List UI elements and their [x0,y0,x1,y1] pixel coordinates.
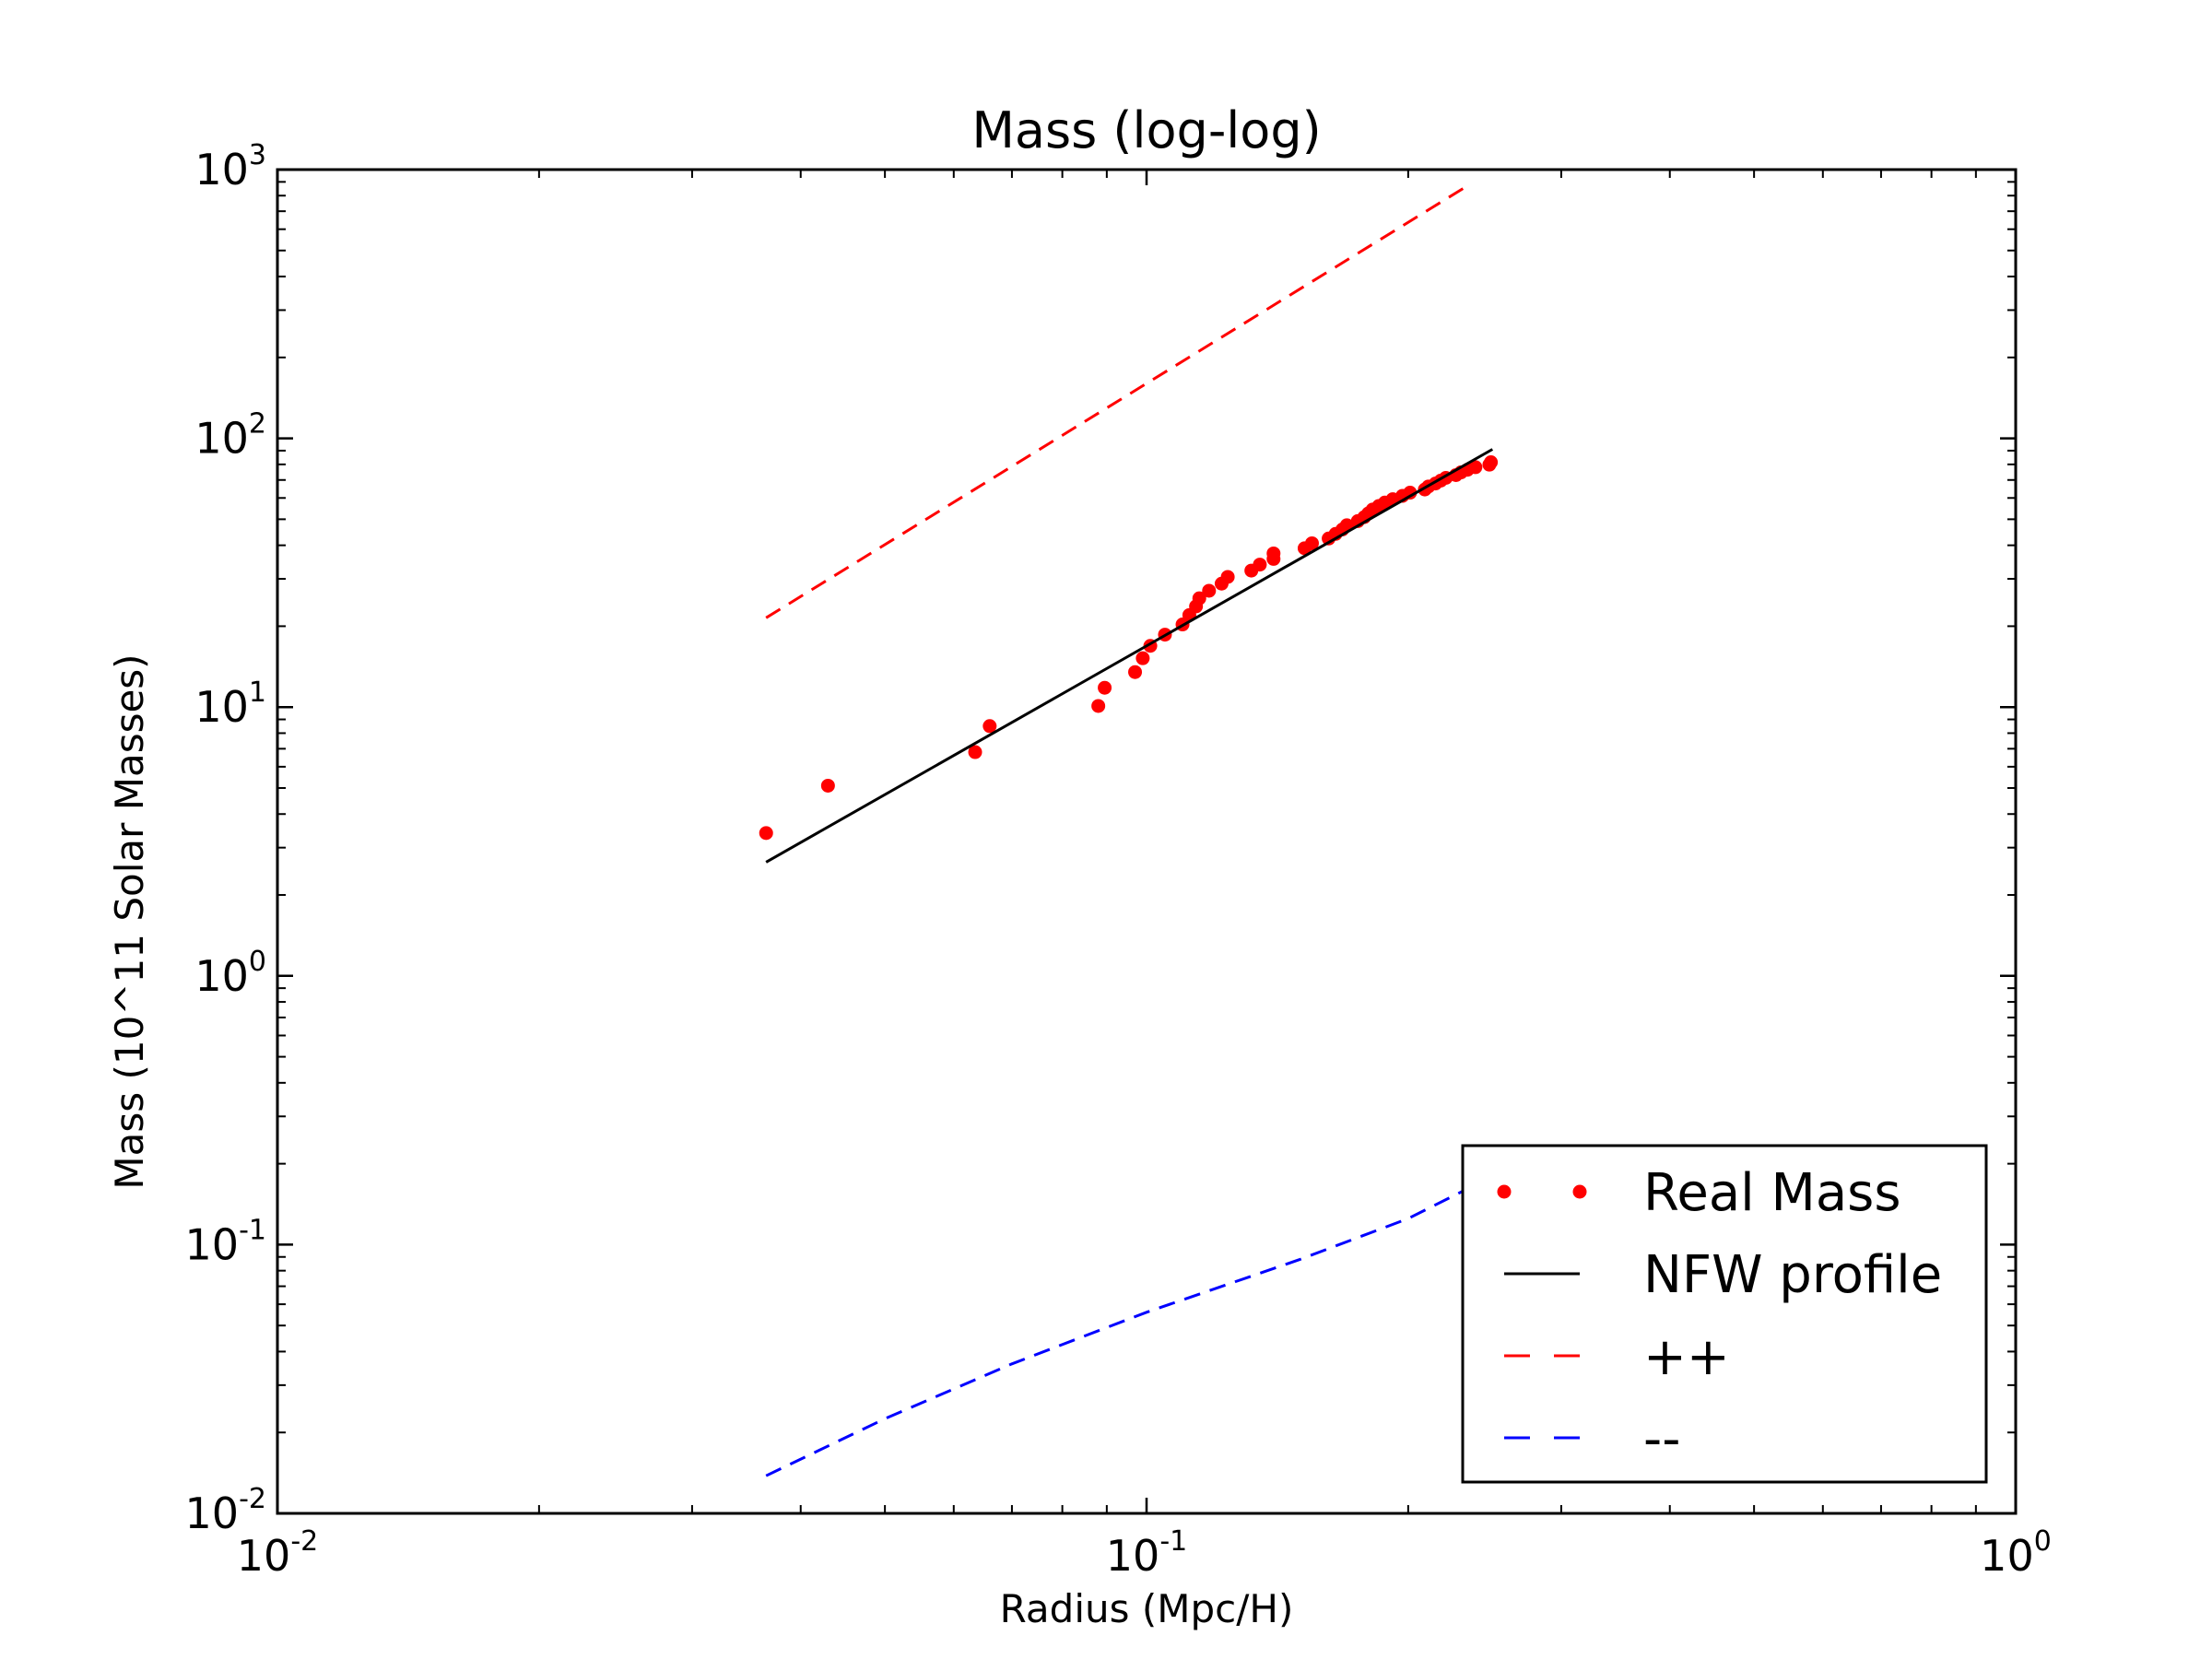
legend-marker [1497,1184,1512,1199]
y-tick-label: 10-1 [185,1214,266,1269]
real-mass-point [820,778,835,793]
real-mass-point [1128,665,1143,679]
real-mass-point [1253,558,1267,572]
legend-item: NFW profile [1504,1245,1942,1305]
real-mass-point [968,745,982,759]
series-minus-minus-line [765,1182,1478,1477]
legend-label: NFW profile [1643,1245,1942,1305]
y-tick-label: 101 [194,677,266,732]
x-axis-label: Radius (Mpc/H) [1000,1586,1294,1631]
real-mass-point [1403,486,1418,500]
real-mass-point [1135,651,1150,665]
legend-item: Real Mass [1497,1163,1901,1223]
legend: Real Mass NFW profile ++ -- [1461,1144,1988,1484]
chart-title: Mass (log-log) [971,101,1321,159]
axes-frame [276,168,2018,1515]
x-tick-label: 10-2 [237,1525,318,1581]
real-mass-point [1484,455,1499,470]
real-mass-point [1091,699,1106,713]
real-mass-point [982,719,997,734]
series-plus-plus-line [765,184,1468,619]
legend-item: -- [1504,1409,1680,1469]
legend-item: ++ [1504,1327,1730,1387]
legend-box [1461,1144,1988,1484]
legend-marker [1572,1184,1587,1199]
y-tick-label: 100 [194,946,266,1001]
y-tick-label: 10-2 [185,1483,266,1538]
y-axis-label: Mass (10^11 Solar Masses) [107,653,152,1189]
plot-area [759,184,1499,1477]
x-tick-label: 100 [1980,1525,2052,1581]
y-axis: 10-2 10-1 100 101 102 103 [185,139,2016,1538]
y-tick-label: 103 [194,139,266,194]
real-mass-point [1266,546,1281,560]
real-mass-point [1098,680,1112,695]
real-mass-point [1468,460,1483,475]
series-nfw-profile-line [765,448,1494,864]
legend-label: ++ [1643,1327,1730,1387]
real-mass-point [1304,535,1319,550]
real-mass-point [1202,583,1217,598]
legend-label: Real Mass [1643,1163,1901,1223]
x-tick-label: 10-1 [1106,1525,1187,1581]
real-mass-point [1192,591,1206,606]
legend-label: -- [1643,1409,1680,1469]
x-axis: 10-2 10-1 100 [237,170,2052,1581]
real-mass-point [1220,570,1235,584]
real-mass-point [759,826,773,841]
y-tick-label: 102 [194,408,266,464]
